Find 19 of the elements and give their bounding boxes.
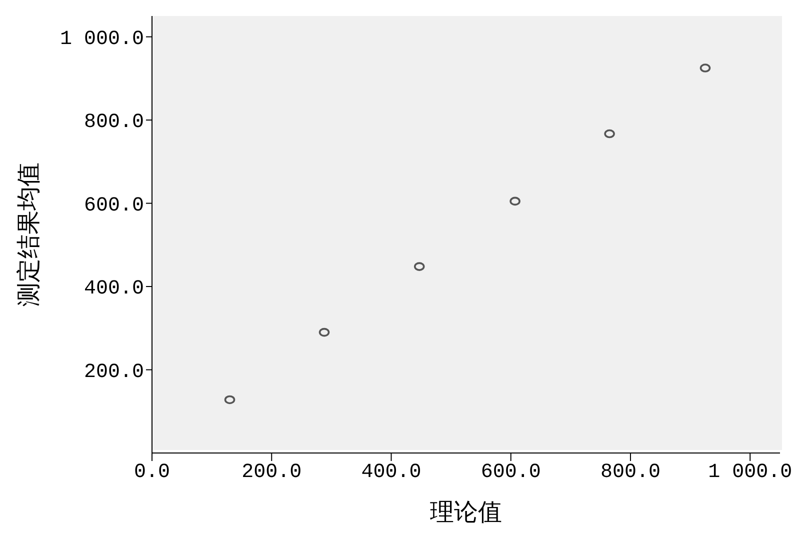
- x-tick-label: 0.0: [134, 461, 170, 484]
- point: [318, 328, 330, 337]
- point: [414, 262, 425, 271]
- x-tick-label: 800.0: [600, 461, 660, 484]
- point: [224, 395, 236, 404]
- y-tick-label: 800.0: [84, 111, 144, 134]
- point: [700, 64, 711, 72]
- y-tick-label: 200.0: [84, 360, 144, 384]
- y-tick-label: 600.0: [84, 194, 144, 218]
- y-tick-label: 400.0: [84, 278, 144, 301]
- x-tick-label: 400.0: [361, 461, 422, 484]
- x-tick-label: 200.0: [242, 461, 302, 484]
- y-tick-label: 1 000.0: [60, 28, 144, 51]
- y-axis-title: 测定结果均值: [14, 162, 43, 306]
- x-tick-label: 600.0: [480, 461, 541, 484]
- point: [510, 196, 520, 206]
- x-axis-title: 理论值: [430, 498, 502, 526]
- point: [604, 129, 615, 138]
- x-tick-label: 1 000.0: [708, 461, 792, 484]
